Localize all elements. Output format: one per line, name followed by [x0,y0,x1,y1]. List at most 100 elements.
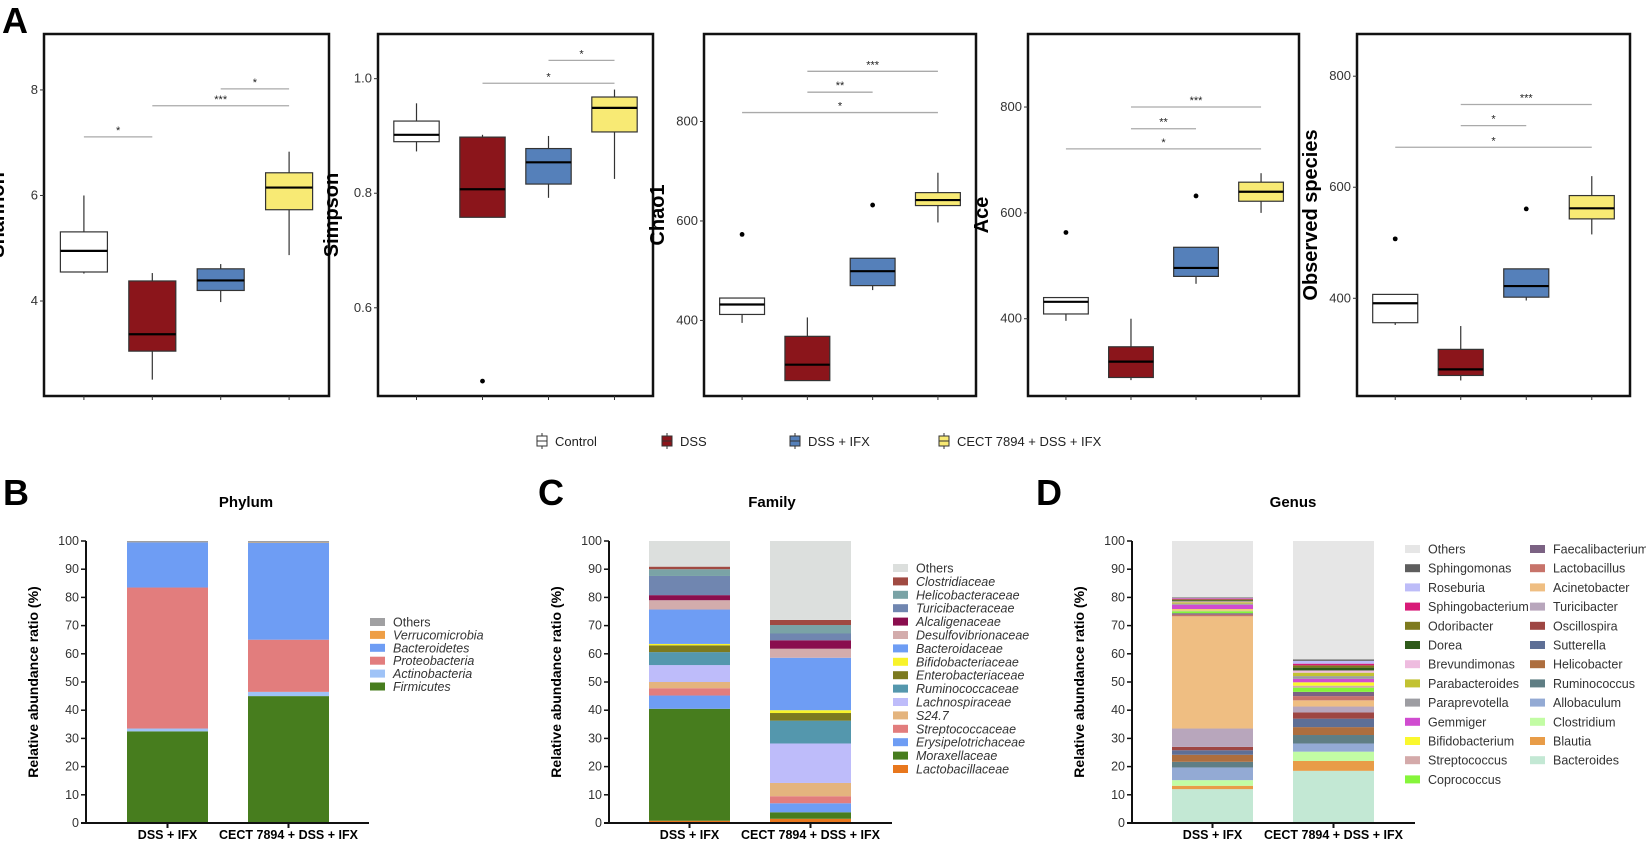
legend-label: Helicobacteraceae [916,588,1020,602]
legend-swatch-icon [1405,698,1420,707]
bar-segment-helicobacter [1172,754,1253,762]
bar-segment-lachnospiraceae [649,665,730,682]
plot-frame [1355,32,1632,398]
y-axis-title: Ace [971,197,993,234]
y-tick-label: 80 [588,590,602,604]
legend-swatch-icon [370,669,385,678]
bar-segment-lachnospiraceae [770,743,851,783]
legend-item-others: Others [370,616,431,630]
outlier-point [739,231,745,237]
legend-item-sphingomonas: Sphingomonas [1405,562,1511,576]
y-tick-label: 50 [588,675,602,689]
legend-swatch-icon [1530,641,1545,649]
legend-swatch-icon [893,657,908,666]
legend-item-oscillospira: Oscillospira [1530,619,1618,633]
bar-segment-others [1293,541,1374,660]
bar-segment-bacteroidetes [248,542,329,640]
significance-label: * [116,125,121,137]
bar-segment-helicobacteraceae [770,625,851,634]
legend-item-firmicutes: Firmicutes [370,680,451,694]
significance-label: * [1491,114,1496,126]
legend-item-gemmiger: Gemmiger [1405,715,1486,729]
bar-segment-turicibacter [1293,706,1374,713]
y-tick-label: 0 [595,816,602,830]
bar-segment-alcaligenaceae [649,595,730,601]
bar-segment-s24-7 [770,782,851,797]
y-tick-label: 0.6 [354,300,372,315]
legend-item-ruminococcaceae: Ruminococcaceae [893,682,1019,696]
legend-swatch-icon [1530,756,1545,765]
y-tick-label: 40 [65,703,79,717]
bar-segment-desulfovibrionaceae [649,600,730,610]
legend-label: Oscillospira [1553,619,1618,633]
bar-segment-moraxellaceae [770,812,851,819]
bar-segment-brevundimonas [1293,670,1374,673]
y-axis-title: Relative abundance ratio (%) [25,586,41,777]
bar-segment-proteobacteria [127,587,208,729]
box-control [1372,293,1419,324]
legend-label: Faecalibacterium [1553,543,1646,557]
legend-item-moraxellaceae: Moraxellaceae [893,749,997,763]
bar-segment-bacteroides [1172,789,1253,823]
legend-swatch-icon [370,630,385,639]
y-tick-label: 800 [1329,68,1351,83]
legend-label: Control [555,434,597,449]
bar-segment-others [127,541,208,543]
legend-swatch-icon [1405,737,1420,745]
legend-label: Sutterella [1553,639,1606,653]
bar-segment-others [248,541,329,543]
bar-segment-s24-7 [649,682,730,689]
plot-frame [42,32,331,398]
y-tick-label: 60 [588,647,602,661]
y-tick-label: 90 [588,562,602,576]
y-tick-label: 6 [31,187,38,202]
outlier-point [1193,193,1199,199]
legend-item-dorea: Dorea [1405,639,1462,653]
significance-label: * [546,71,551,83]
box-dss-ifx [1173,246,1219,277]
box-cect-7894-dss-ifx [1568,194,1615,220]
box-dss [128,280,177,352]
box-dss-ifx [1503,268,1550,298]
legend-label: Bacteroidaceae [916,642,1003,656]
legend-swatch-icon [370,618,385,626]
legend-swatch-icon [893,644,908,653]
bar-segment-sphingomonas [1172,597,1253,598]
legend-item-bifidobacterium: Bifidobacterium [1405,735,1514,749]
bar-segment-parabacteroides [1172,602,1253,604]
legend-item-lactobacillaceae: Lactobacillaceae [893,763,1009,777]
y-tick-label: 20 [1111,760,1125,774]
bar-segment-streptococcaceae [770,796,851,804]
bar-segment-bifidobacteriaceae [649,643,730,646]
box-cect-7894-dss-ifx [264,172,314,211]
bar-segment-faecalibacterium [1172,613,1253,615]
legend-label: Streptococcus [1428,754,1507,768]
bar-segment-sphingobacterium [1293,663,1374,666]
legend-swatch-icon [893,698,908,706]
bar-segment-others [770,541,851,620]
legend-label: Ruminococcaceae [916,682,1019,696]
chart-title: Phylum [219,494,273,511]
legend-swatch-icon [1530,660,1545,669]
bar-segment-clostridium [1172,780,1253,786]
legend-item-cect-7894-dss-ifx: CECT 7894 + DSS + IFX [938,433,1102,449]
bar-segment-parabacteroides [1293,672,1374,677]
y-tick-label: 800 [1000,99,1022,114]
outlier-point [1392,236,1398,242]
significance-label: * [253,77,258,89]
bar-segment-sphingobacterium [1172,598,1253,600]
y-tick-label: 100 [581,534,602,548]
legend-label: DSS + IFX [808,434,870,449]
legend-swatch-icon [1530,602,1545,611]
y-axis-title: Shannon [0,172,9,258]
x-category-label: DSS + IFX [138,828,198,842]
legend-swatch-icon [1530,583,1545,592]
boxplot-simpson: 0.6 0.8 1.0 Simpson * * [321,32,655,400]
legend-label: Desulfovibrionaceae [916,629,1029,643]
y-tick-label: 60 [1111,647,1125,661]
chart-title: Genus [1270,494,1317,511]
legend-swatch-icon [893,724,908,733]
bar-segment-desulfovibrionaceae [770,648,851,658]
legend-item-proteobacteria: Proteobacteria [370,654,474,668]
